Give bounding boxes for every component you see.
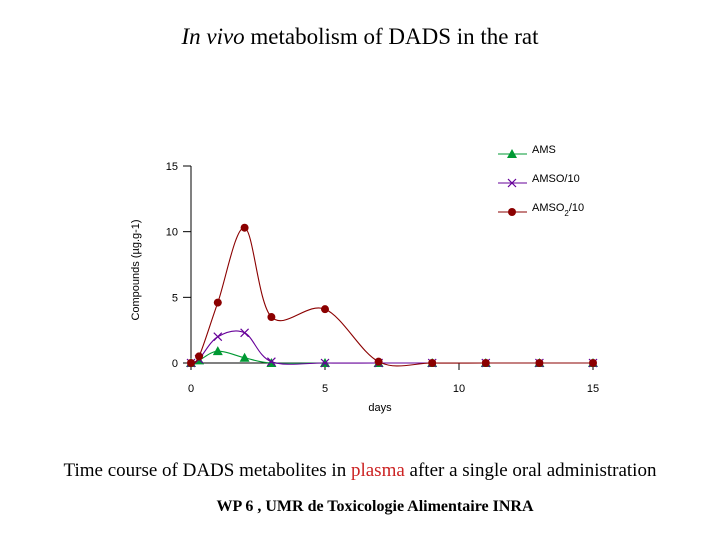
x-tick-label: 5 <box>322 383 328 395</box>
figure-caption: Time course of DADS metabolites in plasm… <box>0 460 720 482</box>
data-point-amso2 <box>321 305 329 314</box>
data-point-amso2 <box>240 223 249 232</box>
data-point-amso2 <box>195 352 204 361</box>
title-italic: In vivo <box>181 24 245 49</box>
data-point-ams <box>239 352 250 362</box>
page-title: In vivo metabolism of DADS in the rat <box>0 24 720 50</box>
data-point-amso2 <box>589 359 597 367</box>
x-tick-label: 10 <box>453 383 465 395</box>
y-tick-label: 5 <box>172 292 178 304</box>
legend-marker-amso2 <box>508 208 516 216</box>
data-point-amso2 <box>374 357 383 366</box>
legend-marker-ams <box>507 149 517 158</box>
y-tick-label: 0 <box>172 358 178 370</box>
y-tick-label: 10 <box>166 227 178 239</box>
x-tick-label: 0 <box>188 383 194 395</box>
data-point-amso <box>240 328 250 338</box>
data-point-amso2 <box>481 359 490 367</box>
footer-credit: WP 6 , UMR de Toxicologie Alimentaire IN… <box>216 498 534 515</box>
data-point-ams <box>212 346 223 356</box>
series-line-ams <box>190 350 593 364</box>
data-point-amso2 <box>535 359 544 367</box>
data-point-amso2 <box>267 313 276 322</box>
caption-before: Time course of DADS metabolites in <box>63 460 351 481</box>
y-tick-label: 15 <box>166 161 178 173</box>
legend-label-ams: AMS <box>532 144 556 156</box>
title-rest: metabolism of DADS in the rat <box>244 24 539 49</box>
x-tick-label: 15 <box>587 383 599 395</box>
data-point-amso2 <box>213 298 222 307</box>
data-point-amso2 <box>187 359 195 367</box>
legend-label-amso: AMSO/10 <box>532 173 580 185</box>
data-point-amso <box>320 358 330 368</box>
data-point-amso <box>213 332 223 342</box>
legend-label-amso2: AMSO2/10 <box>532 202 584 218</box>
x-axis-label: days <box>368 402 392 414</box>
caption-after: after a single oral administration <box>404 460 657 481</box>
series-line-amso2 <box>190 227 593 367</box>
data-point-amso <box>266 357 276 367</box>
caption-highlight: plasma <box>350 460 405 481</box>
data-point-amso2 <box>428 359 437 367</box>
legend-marker-amso <box>507 178 517 188</box>
y-axis-label: Compounds (µg.g-1) <box>130 219 142 320</box>
